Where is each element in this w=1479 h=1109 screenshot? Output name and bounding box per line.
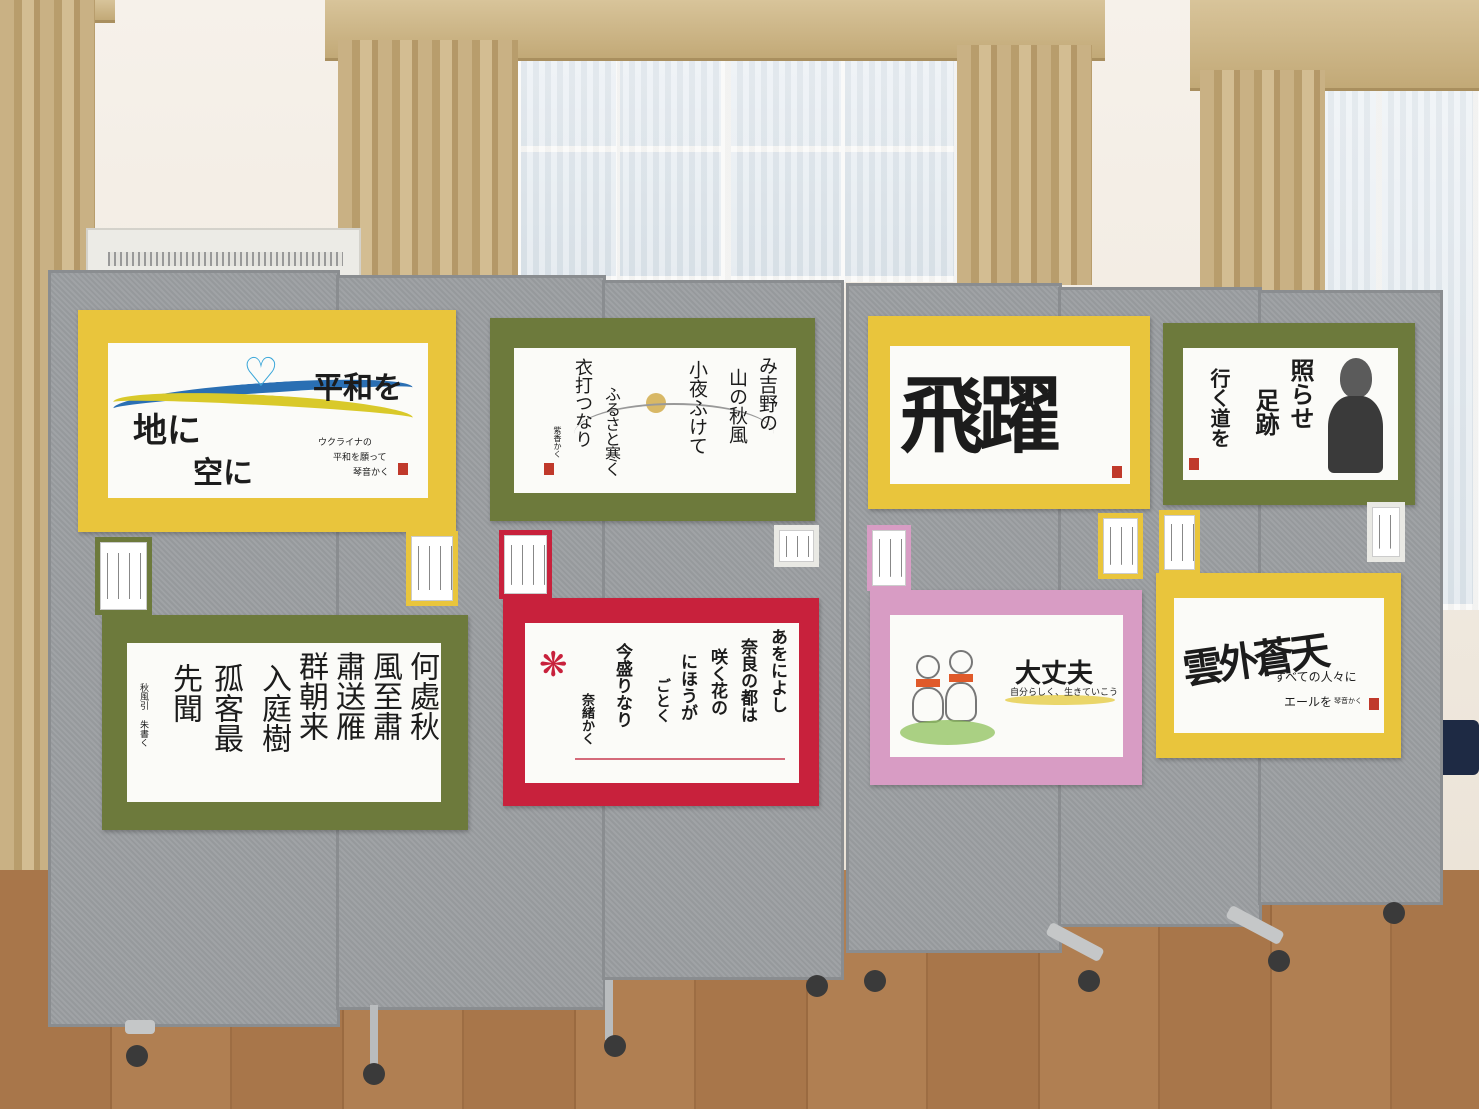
artwork-yoshino: み吉野の 山の秋風 小夜ふけて ふるさと寒く 衣打つなり 紫香かく: [490, 318, 815, 521]
signature: 秋風引 朱書く: [138, 683, 148, 747]
buddha-figure: [1328, 358, 1383, 473]
grass-stroke: [900, 720, 995, 745]
description-label: [1159, 510, 1200, 575]
title-hiyaku: 飛躍: [900, 366, 1062, 465]
poem-col-6: 孤客最: [208, 663, 243, 753]
description-label: [406, 531, 458, 606]
signature: 奈緒かく: [579, 693, 594, 745]
poem-col-1: み吉野の: [756, 356, 778, 432]
poem-col-5: 入庭樹: [256, 663, 291, 753]
poem-col-5: 衣打つなり: [572, 358, 593, 448]
flower-crest-icon: ❋: [539, 645, 568, 685]
poem-col-3: 行く道を: [1207, 368, 1231, 448]
signature: 紫香かく: [553, 426, 562, 458]
caster-wheel: [864, 970, 886, 992]
title-daijoubu: 大丈夫: [1015, 659, 1094, 689]
jizo-figure: [945, 650, 977, 725]
artwork-ungai-souten: 雲外蒼天 すべての人々に エールを 琴音かく: [1156, 573, 1401, 758]
signature: 琴音かく: [1334, 697, 1362, 705]
caster-wheel: [363, 1063, 385, 1085]
poem-col-4: 群朝来: [293, 651, 328, 741]
poem-col-7: 先聞: [167, 663, 202, 723]
caster-wheel: [126, 1045, 148, 1067]
subtitle: すべての人々に: [1274, 670, 1357, 684]
poem-col-4: ふるさと寒く: [602, 386, 621, 476]
description-label: [774, 525, 819, 567]
yellow-stroke: [1005, 695, 1115, 705]
artwork-kanshi: 何處秋 風至肅 肅送雁 群朝来 入庭樹 孤客最 先聞 秋風引 朱書く: [102, 615, 468, 830]
poem-col-1: 何處秋: [404, 651, 439, 741]
text-sorani: 空に: [193, 456, 253, 491]
poem-col-3: 咲く花の: [707, 648, 727, 716]
description-label: [499, 530, 552, 599]
caster-wheel: [1383, 902, 1405, 924]
artwork-hiyaku: 飛躍: [868, 316, 1150, 509]
poem-col-1: あをによし: [767, 628, 787, 713]
poem-col-6: 今盛りなり: [612, 643, 632, 728]
title-heiwa: 平和を: [313, 371, 403, 406]
description-label: [1367, 502, 1405, 562]
poem-col-1: 照らせ: [1286, 358, 1315, 430]
artwork-buddha: 照らせ 足跡 行く道を: [1163, 323, 1415, 505]
mountain-stroke: [574, 403, 774, 465]
poem-col-2: 風至肅: [367, 651, 402, 741]
curtain-right: [1200, 70, 1325, 295]
poem-col-5: ごとく: [654, 678, 672, 723]
description-label: [95, 537, 152, 615]
heart-icon: ♡: [243, 350, 279, 396]
caster-wheel: [1078, 970, 1100, 992]
text-chini: 地に: [133, 411, 201, 451]
poem-col-2: 奈良の都は: [737, 638, 757, 723]
curtain-center-right: [957, 45, 1092, 285]
sheer-curtain-center: [515, 20, 960, 282]
jizo-figure: [912, 655, 944, 725]
poem-col-3: 小夜ふけて: [686, 360, 708, 455]
curtain-center-left: [338, 40, 518, 280]
poem-col-4: にほうが: [677, 653, 697, 721]
artwork-nara: ❋ あをによし 奈良の都は 咲く花の にほうが ごとく 今盛りなり 奈緒かく: [503, 598, 819, 806]
poem-col-2: 足跡: [1251, 388, 1280, 436]
poem-col-2: 山の秋風: [726, 368, 748, 444]
artwork-daijoubu: 大丈夫 自分らしく、生きていこう: [870, 590, 1142, 785]
description-label: [867, 525, 911, 591]
signature: 琴音かく: [353, 468, 390, 478]
subtitle-2: エールを: [1284, 695, 1333, 709]
caster-wheel: [604, 1035, 626, 1057]
caption-ukraine: ウクライナの: [318, 438, 372, 448]
artwork-peace: ♡ 平和を 地に 空に ウクライナの 平和を願って 琴音かく: [78, 310, 456, 532]
caption-negai: 平和を願って: [333, 453, 387, 463]
description-label: [1098, 513, 1143, 579]
subtitle: 自分らしく、生きていこう: [1010, 688, 1119, 698]
caster-wheel: [1268, 950, 1290, 972]
caster-wheel: [806, 975, 828, 997]
poem-col-3: 肅送雁: [330, 651, 365, 741]
